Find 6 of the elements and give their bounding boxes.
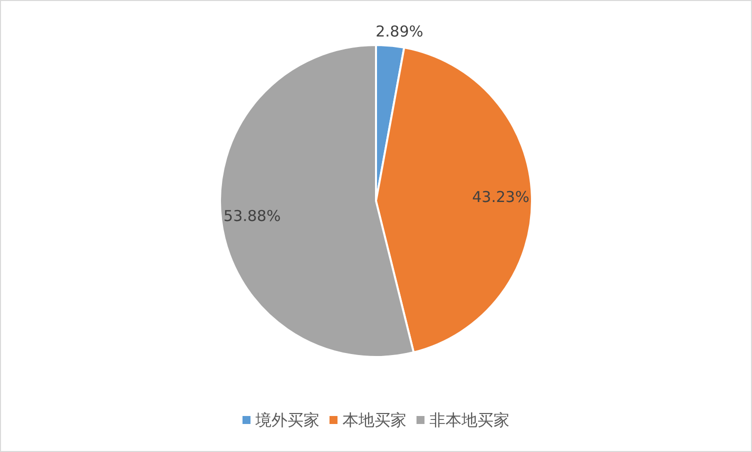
data-label: 2.89%: [376, 22, 424, 41]
legend-label: 境外买家: [254, 410, 320, 430]
legend-label: 本地买家: [342, 410, 406, 430]
data-label: 43.23%: [472, 188, 530, 206]
data-label: 53.88%: [224, 207, 281, 226]
legend-label: 非本地买家: [430, 410, 510, 430]
